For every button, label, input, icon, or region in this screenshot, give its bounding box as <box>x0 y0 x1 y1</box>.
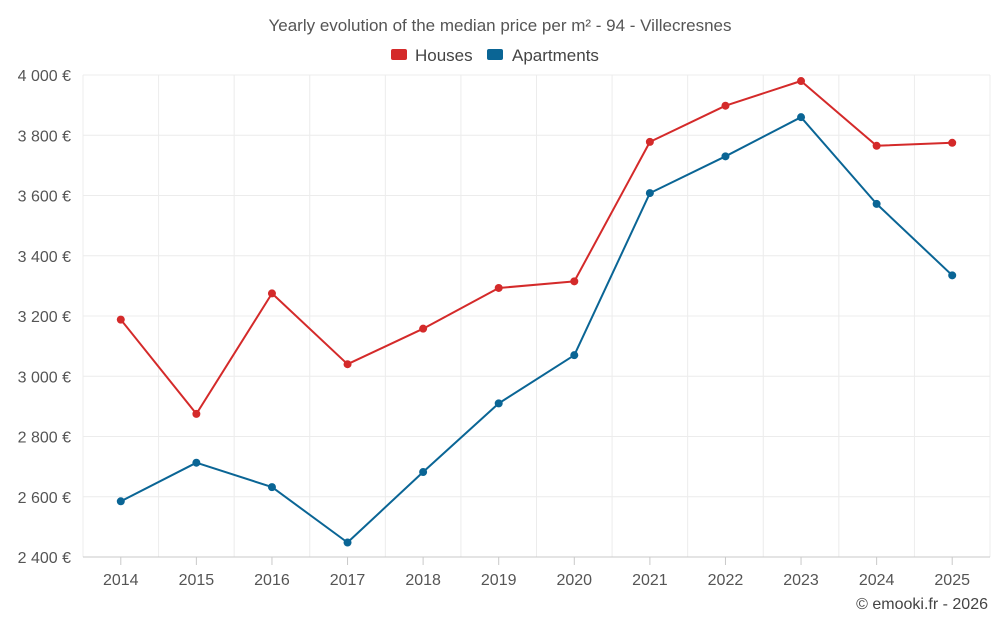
y-tick-label: 2 400 € <box>18 550 71 567</box>
series-houses <box>116 77 957 418</box>
data-point-apartments[interactable] <box>419 468 428 477</box>
legend-swatch-apartments <box>487 49 503 60</box>
y-tick-label: 3 200 € <box>18 309 71 326</box>
y-tick-label: 2 800 € <box>18 430 71 447</box>
y-axis: 2 400 € 2 600 € 2 800 € 3 000 € 3 200 € 3 400… <box>18 68 71 567</box>
y-tick-label: 3 800 € <box>18 128 71 145</box>
data-point-houses[interactable] <box>267 289 276 298</box>
x-tick-label: 2022 <box>708 572 744 589</box>
x-tick-label: 2024 <box>859 572 895 589</box>
x-tick-label: 2017 <box>330 572 366 589</box>
series-line-houses <box>120 80 953 415</box>
data-point-houses[interactable] <box>343 360 352 369</box>
legend-item-houses[interactable]: Houses <box>391 46 473 65</box>
legend: Houses Apartments <box>391 46 599 65</box>
data-point-apartments[interactable] <box>570 351 579 360</box>
data-point-houses[interactable] <box>494 283 503 292</box>
legend-label-houses: Houses <box>415 46 473 65</box>
y-tick-label: 3 400 € <box>18 249 71 266</box>
series-line-apartments <box>120 116 953 544</box>
legend-swatch-houses <box>391 49 407 60</box>
series <box>116 77 957 547</box>
data-point-houses[interactable] <box>948 138 957 147</box>
series-apartments <box>116 113 957 547</box>
x-tick-label: 2014 <box>103 572 139 589</box>
data-point-apartments[interactable] <box>192 458 201 467</box>
data-point-apartments[interactable] <box>267 483 276 492</box>
x-tick-label: 2018 <box>405 572 441 589</box>
data-point-houses[interactable] <box>645 137 654 146</box>
grid <box>82 74 991 558</box>
data-point-houses[interactable] <box>797 77 806 86</box>
data-point-apartments[interactable] <box>116 497 125 506</box>
y-tick-label: 2 600 € <box>18 490 71 507</box>
x-tick-label: 2023 <box>783 572 819 589</box>
data-point-apartments[interactable] <box>948 271 957 280</box>
data-point-houses[interactable] <box>570 277 579 286</box>
x-tick-label: 2019 <box>481 572 517 589</box>
legend-item-apartments[interactable]: Apartments <box>487 46 599 65</box>
credit-text: © emooki.fr - 2026 <box>856 596 988 613</box>
y-tick-label: 3 600 € <box>18 189 71 206</box>
y-tick-label: 3 000 € <box>18 369 71 386</box>
data-point-houses[interactable] <box>192 409 201 418</box>
data-point-apartments[interactable] <box>343 538 352 547</box>
data-point-houses[interactable] <box>116 315 125 324</box>
data-point-apartments[interactable] <box>645 189 654 198</box>
data-point-apartments[interactable] <box>721 152 730 161</box>
data-point-houses[interactable] <box>419 324 428 333</box>
chart-title: Yearly evolution of the median price per… <box>268 16 731 35</box>
legend-label-apartments: Apartments <box>512 46 599 65</box>
data-point-houses[interactable] <box>721 101 730 110</box>
data-point-houses[interactable] <box>872 141 881 150</box>
x-axis: 2014 2015 2016 2017 2018 2019 2020 2021 2022 2023… <box>83 556 990 589</box>
y-tick-label: 4 000 € <box>18 68 71 85</box>
data-point-apartments[interactable] <box>494 399 503 408</box>
x-tick-label: 2015 <box>179 572 215 589</box>
x-tick-label: 2020 <box>556 572 592 589</box>
x-tick-label: 2021 <box>632 572 668 589</box>
data-point-apartments[interactable] <box>797 113 806 122</box>
x-tick-label: 2025 <box>934 572 970 589</box>
data-point-apartments[interactable] <box>872 199 881 208</box>
x-tick-label: 2016 <box>254 572 290 589</box>
